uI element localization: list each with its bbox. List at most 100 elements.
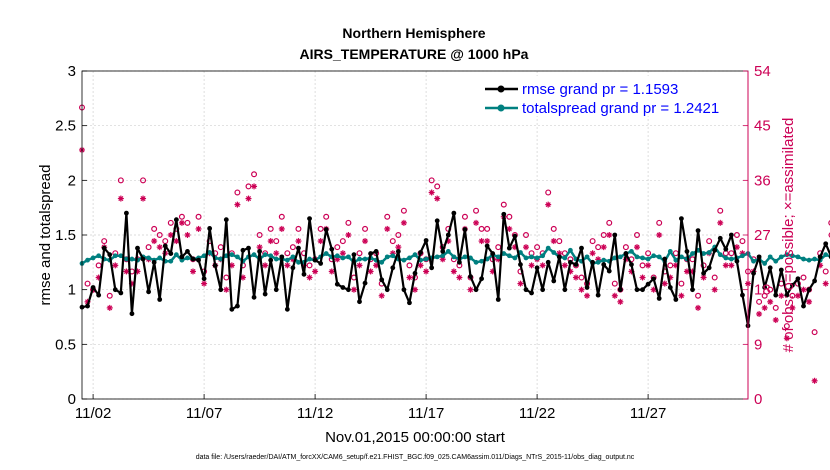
obs-assimilated-point (156, 244, 163, 251)
obs-possible-point (522, 232, 529, 239)
totalspread-point (473, 259, 479, 265)
obs-assimilated-point (362, 238, 369, 245)
rmse-point (246, 245, 251, 251)
rmse-point (534, 265, 540, 271)
rmse-point (484, 243, 490, 249)
obs-possible-point (95, 262, 102, 269)
obs-assimilated-point (117, 195, 124, 202)
totalspread-point (290, 254, 296, 260)
totalspread-point (218, 256, 224, 262)
obs-possible-point (822, 268, 829, 275)
right-tick-label-1: 9 (754, 336, 762, 353)
x-tick-label-5: 11/27 (630, 405, 666, 422)
rmse-point (273, 287, 279, 293)
totalspread-point (362, 256, 368, 262)
totalspread-point (90, 255, 96, 261)
obs-possible-point (339, 238, 346, 245)
totalspread-point (185, 255, 190, 261)
rmse-point (357, 299, 362, 305)
rmse-point (112, 287, 118, 293)
obs-possible-point (400, 207, 407, 214)
x-tick-label-0: 11/02 (75, 405, 111, 422)
totalspread-point (179, 257, 185, 263)
totalspread-point (506, 253, 512, 259)
rmse-point (434, 218, 440, 224)
obs-possible-point (356, 250, 363, 257)
totalspread-point (529, 254, 534, 260)
totalspread-point (401, 257, 407, 263)
rmse-point (351, 252, 357, 258)
totalspread-point (551, 250, 557, 255)
totalspread-point (823, 252, 829, 258)
rmse-point (90, 285, 96, 290)
obs-assimilated-point (450, 268, 457, 275)
rmse-point (712, 247, 718, 253)
obs-possible-point (828, 220, 830, 226)
obs-assimilated-point (239, 274, 246, 281)
obs-assimilated-point (273, 250, 280, 257)
rmse-point (606, 268, 612, 274)
rmse-point (440, 249, 446, 254)
rmse-point (584, 285, 590, 290)
totalspread-point (701, 251, 706, 256)
obs-possible-point (117, 177, 124, 184)
obs-possible-point (428, 177, 435, 184)
obs-possible-point (84, 280, 91, 287)
rmse-point (595, 292, 601, 298)
rmse-point (334, 281, 340, 287)
obs-possible-point (767, 286, 774, 293)
totalspread-point (379, 259, 385, 265)
totalspread-point (728, 256, 734, 262)
obs-possible-point (733, 232, 740, 239)
rmse-point (468, 274, 473, 279)
obs-possible-point (362, 225, 369, 232)
totalspread-point (268, 253, 274, 259)
rmse-point (706, 265, 712, 271)
totalspread-point (690, 251, 695, 256)
rmse-point (218, 287, 224, 293)
rmse-point (506, 245, 512, 251)
obs-possible-point (278, 213, 285, 220)
rmse-point (540, 287, 546, 293)
obs-possible-point (639, 262, 646, 269)
rmse-point (457, 259, 462, 265)
rmse-point (634, 287, 640, 293)
obs-assimilated-point (306, 274, 313, 281)
totalspread-point (656, 254, 662, 260)
totalspread-point (629, 249, 634, 254)
obs-assimilated-point (456, 274, 463, 281)
rmse-point (140, 256, 146, 262)
obs-assimilated-point (617, 298, 624, 305)
totalspread-point (434, 254, 440, 260)
rmse-point (617, 287, 623, 293)
obs-possible-point (656, 219, 663, 226)
obs-possible-point (178, 213, 185, 220)
chart-title-line1: Northern Hemisphere (342, 25, 485, 41)
rmse-point (196, 257, 201, 263)
x-tick-label-3: 11/17 (408, 405, 444, 422)
rmse-point (512, 233, 518, 239)
legend-rmse-label: rmse grand pr = 1.1593 (522, 81, 678, 98)
totalspread-point (595, 259, 601, 265)
obs-assimilated-point (545, 201, 552, 208)
rmse-point (801, 303, 806, 309)
totalspread-point (601, 257, 607, 263)
obs-assimilated-point (140, 195, 147, 202)
obs-assimilated-point (473, 219, 480, 226)
obs-assimilated-point (400, 219, 407, 226)
totalspread-point (723, 255, 729, 261)
rmse-point (223, 217, 229, 223)
rmse-point (601, 262, 607, 267)
totalspread-point (357, 256, 362, 262)
obs-assimilated-point (506, 225, 513, 232)
rmse-point (551, 278, 557, 284)
x-axis-label: Nov.01,2015 00:00:00 start (325, 429, 506, 446)
rmse-point (168, 251, 174, 256)
rmse-point (368, 251, 373, 256)
obs-possible-point (145, 244, 152, 251)
obs-possible-point (611, 280, 618, 287)
rmse-point (479, 276, 484, 282)
left-tick-label-3: 1.5 (55, 227, 76, 244)
rmse-point (185, 249, 190, 254)
